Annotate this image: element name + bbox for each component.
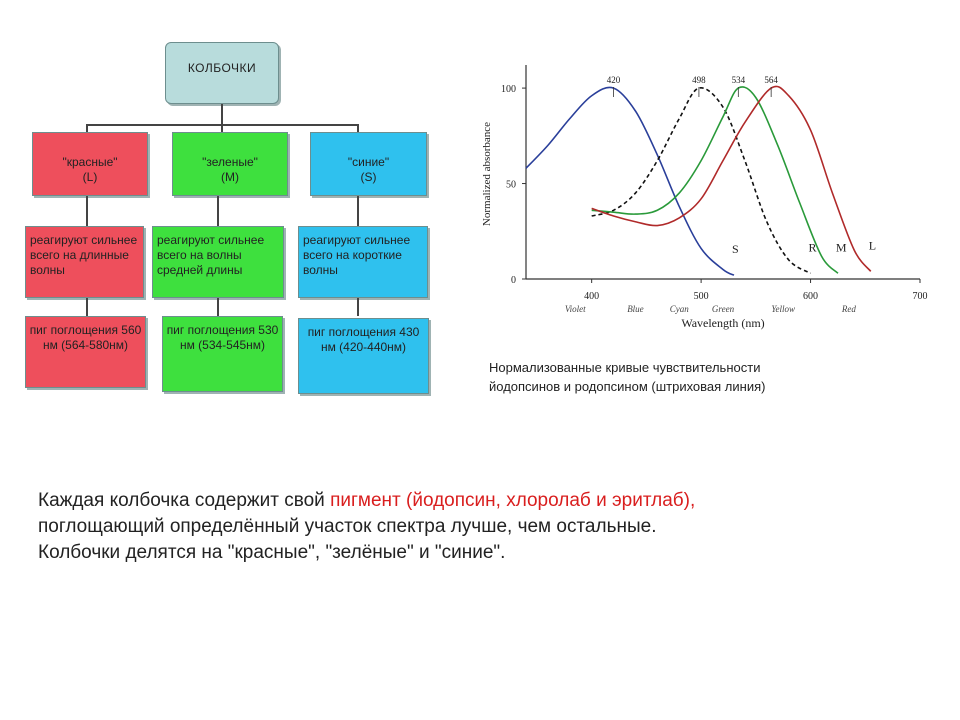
description-text: реагируют сильнее всего на короткие волн… — [303, 233, 411, 277]
description-blue: реагируют сильнее всего на короткие волн… — [298, 226, 428, 298]
category-code: (S) — [360, 170, 377, 184]
pigment-text: пиг поглощения 530 нм (534-545нм) — [166, 323, 279, 352]
pigment-blue: пиг поглощения 430 нм (420-440нм) — [298, 318, 429, 394]
peak-label: 498 — [692, 75, 706, 85]
connector-blue — [357, 124, 359, 132]
x-tick-label: 400 — [584, 291, 599, 302]
description-text: реагируют сильнее всего на волны средней… — [157, 233, 265, 277]
description-red: реагируют сильнее всего на длинные волны — [25, 226, 144, 298]
category-name: "синие" — [347, 155, 390, 169]
description-text: реагируют сильнее всего на длинные волны — [30, 233, 138, 277]
series-line-M — [591, 86, 839, 274]
absorbance-chart: 0 50 100 400 500 600 700 Violet Blue Cyan Green Yel… — [481, 65, 928, 330]
category-green-cones: "зеленые" (M) — [172, 132, 288, 196]
root-label: КОЛБОЧКИ — [187, 61, 257, 75]
x-tick-label: 600 — [803, 291, 818, 302]
pigment-green: пиг поглощения 530 нм (534-545нм) — [162, 316, 283, 392]
series-line-S — [525, 86, 735, 276]
x-tick-label: 500 — [694, 291, 709, 302]
series-label-S: S — [732, 242, 739, 256]
series-label-R: R — [809, 240, 817, 254]
description-green: реагируют сильнее всего на волны средней… — [152, 226, 284, 298]
text-accent-pigments: пигмент (йодопсин, хлоролаб и эритлаб), — [330, 490, 696, 511]
peak-label: 420 — [607, 75, 621, 85]
series-label-L: L — [869, 238, 876, 252]
series-line-L — [591, 85, 872, 272]
pigment-text: пиг поглощения 430 нм (420-440нм) — [307, 325, 420, 354]
connector-root — [221, 104, 223, 124]
connector-green-pig — [217, 298, 219, 316]
category-name: "зеленые" — [202, 155, 258, 169]
caption-line-1: Нормализованные кривые чувствительности — [489, 360, 761, 375]
series-line-R — [591, 87, 811, 274]
pigment-text: пиг поглощения 560 нм (564-580нм) — [29, 323, 142, 352]
chart-caption: Нормализованные кривые чувствительности … — [489, 358, 909, 396]
connector-blue-desc — [357, 196, 359, 226]
connector-green-desc — [217, 196, 219, 226]
category-code: (M) — [221, 170, 239, 184]
y-tick-label: 50 — [506, 180, 516, 191]
category-red-cones: "красные" (L) — [32, 132, 148, 196]
pigment-red: пиг поглощения 560 нм (564-580нм) — [25, 316, 146, 388]
category-name: "красные" — [62, 155, 118, 169]
color-band-label: Blue — [627, 304, 644, 314]
y-tick-label: 100 — [501, 84, 516, 95]
caption-line-2: йодопсинов и родопсином (штриховая линия… — [489, 379, 766, 394]
peak-label: 534 — [732, 75, 746, 85]
connector-red-pig — [86, 298, 88, 316]
color-band-label: Cyan — [670, 304, 689, 314]
paragraph-line-1: Каждая колбочка содержит свой пигмент (й… — [38, 488, 918, 514]
root-node-cones: КОЛБОЧКИ — [165, 42, 279, 104]
color-band-label: Green — [712, 304, 735, 314]
peak-label: 564 — [764, 75, 778, 85]
color-band-label: Red — [841, 304, 856, 314]
color-band-label: Yellow — [771, 304, 795, 314]
connector-blue-pig — [357, 298, 359, 316]
connector-green — [221, 124, 223, 132]
category-blue-cones: "синие" (S) — [310, 132, 427, 196]
paragraph-line-3: Колбочки делятся на "красные", "зелёные"… — [38, 542, 506, 563]
category-code: (L) — [82, 170, 98, 184]
x-tick-label: 700 — [913, 291, 928, 302]
x-axis-label: Wavelength (nm) — [681, 316, 764, 330]
y-tick-label: 0 — [511, 275, 516, 286]
main-text: Каждая колбочка содержит свой пигмент (й… — [38, 488, 918, 566]
connector-red — [86, 124, 88, 132]
text-part: Каждая колбочка содержит свой — [38, 490, 331, 511]
paragraph-line-2: поглощающий определённый участок спектра… — [38, 516, 657, 537]
y-axis-label: Normalized absorbance — [481, 122, 493, 226]
color-band-label: Violet — [565, 304, 586, 314]
connector-red-desc — [86, 196, 88, 226]
series-label-M: M — [836, 240, 847, 254]
